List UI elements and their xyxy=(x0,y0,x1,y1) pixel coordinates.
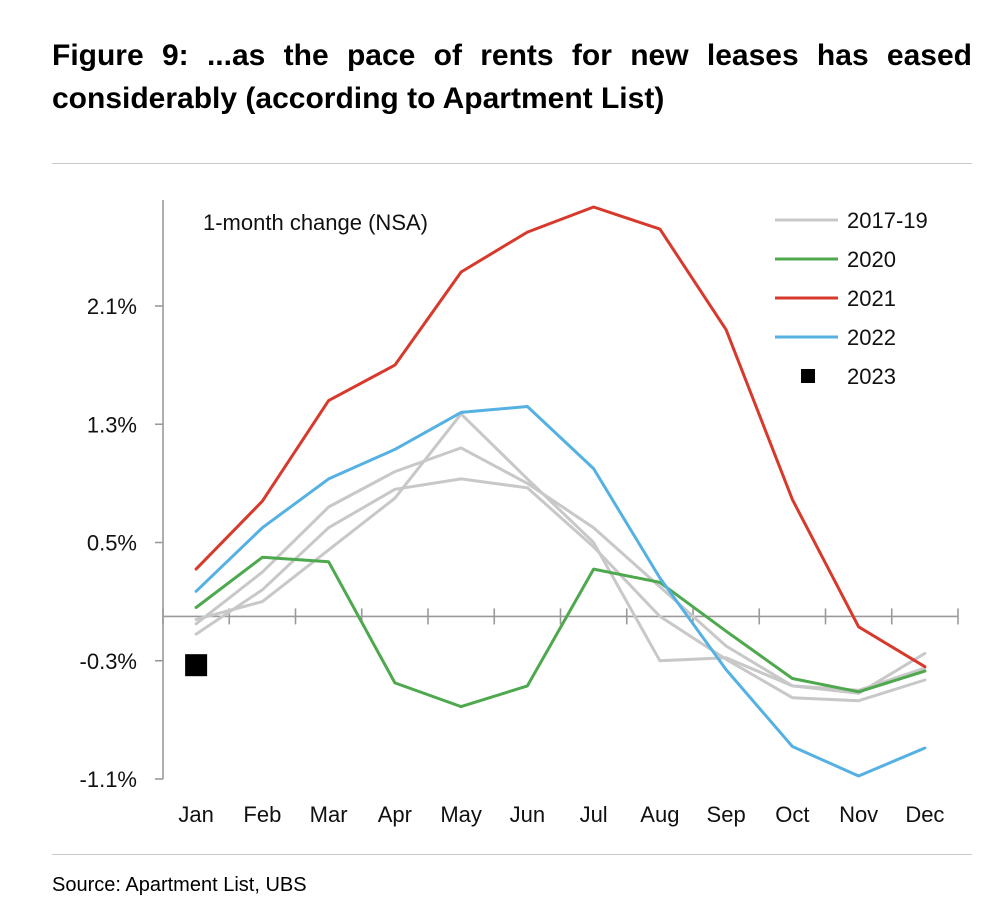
line-chart: 2.1% 1.3% 0.5% -0.3% -1.1% Jan Feb Mar Apr May Ju… xyxy=(80,200,959,827)
x-tick-label: Aug xyxy=(640,802,679,827)
y-tick-label: 0.5% xyxy=(87,531,137,556)
legend-label-2017-19: 2017-19 xyxy=(847,208,928,233)
x-tick-label: Jun xyxy=(510,802,545,827)
figure-title: Figure 9: ...as the pace of rents for ne… xyxy=(52,39,972,115)
x-tick-label: Oct xyxy=(775,802,809,827)
bottom-divider xyxy=(52,854,972,855)
legend-label-2023: 2023 xyxy=(847,364,896,389)
series-line-2017-19 xyxy=(194,446,927,695)
series-layer xyxy=(185,205,927,778)
top-divider xyxy=(52,163,972,164)
series-line-2017-19-3 xyxy=(194,412,927,692)
x-tick-label: Sep xyxy=(707,802,746,827)
x-tick-label: Dec xyxy=(905,802,944,827)
x-tick-label: May xyxy=(440,802,482,827)
legend-label-2020: 2020 xyxy=(847,247,896,272)
y-tick-label: 2.1% xyxy=(87,294,137,319)
legend-swatch-2023 xyxy=(801,369,815,383)
legend: 2017-19 2020 2021 2022 2023 xyxy=(775,208,928,389)
series-line-2017-19-2 xyxy=(194,477,927,703)
series-line-2021 xyxy=(194,205,927,669)
x-tick-label: Mar xyxy=(310,802,348,827)
x-tick-label: Nov xyxy=(839,802,878,827)
y-tick-label: 1.3% xyxy=(87,412,137,437)
x-tick-label: Jan xyxy=(178,802,213,827)
chart-annotation: 1-month change (NSA) xyxy=(203,210,428,235)
series-line-2020 xyxy=(194,555,927,709)
series-line-2022 xyxy=(194,405,927,778)
x-tick-label: Apr xyxy=(378,802,412,827)
x-tick-label: Jul xyxy=(580,802,608,827)
legend-label-2022: 2022 xyxy=(847,325,896,350)
source-note: Source: Apartment List, UBS xyxy=(52,874,307,896)
legend-label-2021: 2021 xyxy=(847,286,896,311)
x-axis: Jan Feb Mar Apr May Jun Jul Aug Sep Oct Nov Dec xyxy=(162,608,959,827)
y-tick-label: -1.1% xyxy=(80,767,137,792)
series-marker-2023 xyxy=(185,654,208,677)
y-axis: 2.1% 1.3% 0.5% -0.3% -1.1% xyxy=(80,200,164,792)
y-tick-label: -0.3% xyxy=(80,649,137,674)
x-tick-label: Feb xyxy=(243,802,281,827)
